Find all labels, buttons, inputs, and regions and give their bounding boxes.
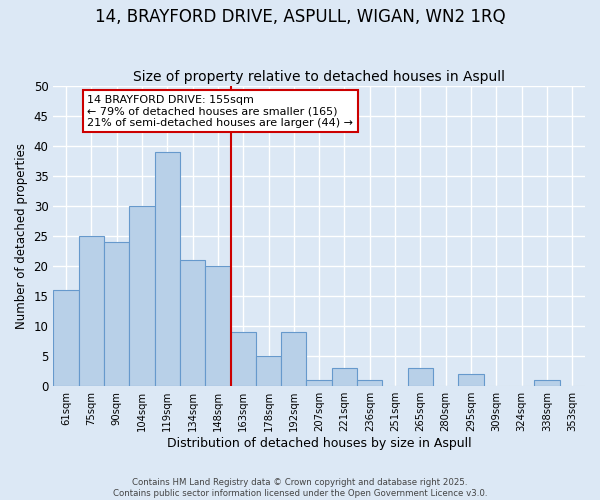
- Title: Size of property relative to detached houses in Aspull: Size of property relative to detached ho…: [133, 70, 505, 85]
- Bar: [205, 266, 230, 386]
- Bar: [332, 368, 357, 386]
- Bar: [357, 380, 382, 386]
- X-axis label: Distribution of detached houses by size in Aspull: Distribution of detached houses by size …: [167, 437, 472, 450]
- Bar: [79, 236, 104, 386]
- Bar: [104, 242, 129, 386]
- Bar: [53, 290, 79, 386]
- Bar: [180, 260, 205, 386]
- Bar: [535, 380, 560, 386]
- Text: 14 BRAYFORD DRIVE: 155sqm
← 79% of detached houses are smaller (165)
21% of semi: 14 BRAYFORD DRIVE: 155sqm ← 79% of detac…: [88, 94, 353, 128]
- Bar: [281, 332, 307, 386]
- Bar: [307, 380, 332, 386]
- Y-axis label: Number of detached properties: Number of detached properties: [15, 143, 28, 329]
- Bar: [408, 368, 433, 386]
- Bar: [256, 356, 281, 386]
- Text: Contains HM Land Registry data © Crown copyright and database right 2025.
Contai: Contains HM Land Registry data © Crown c…: [113, 478, 487, 498]
- Text: 14, BRAYFORD DRIVE, ASPULL, WIGAN, WN2 1RQ: 14, BRAYFORD DRIVE, ASPULL, WIGAN, WN2 1…: [95, 8, 505, 26]
- Bar: [230, 332, 256, 386]
- Bar: [458, 374, 484, 386]
- Bar: [155, 152, 180, 386]
- Bar: [129, 206, 155, 386]
